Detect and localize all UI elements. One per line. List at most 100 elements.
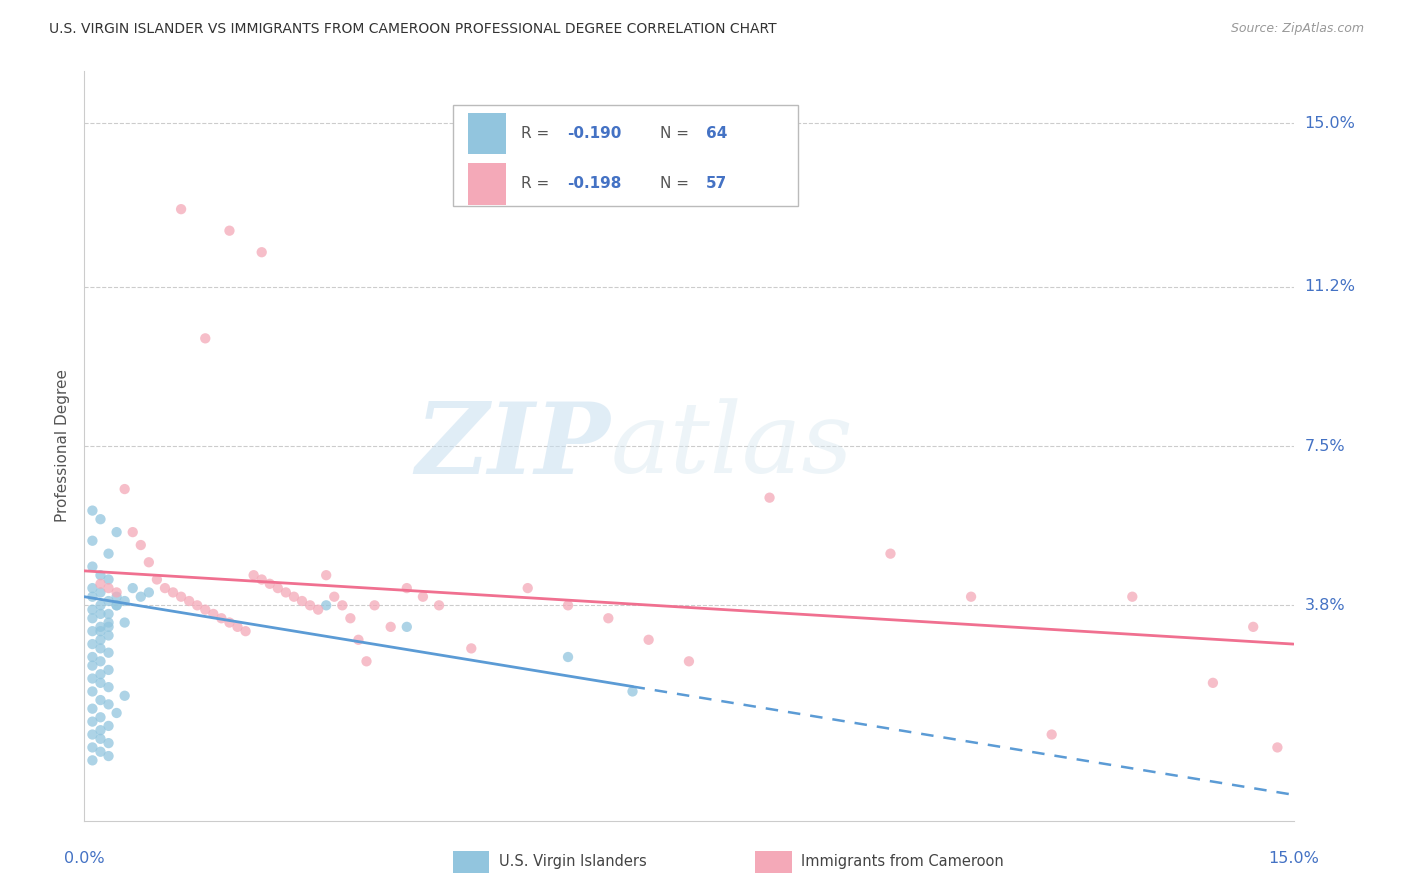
Point bbox=[82, 658, 104, 673]
Point bbox=[82, 727, 104, 741]
Point bbox=[395, 581, 418, 595]
Point bbox=[89, 624, 111, 639]
Text: atlas: atlas bbox=[610, 399, 853, 493]
Text: 11.2%: 11.2% bbox=[1305, 279, 1355, 294]
Point bbox=[82, 684, 104, 698]
Text: Immigrants from Cameroon: Immigrants from Cameroon bbox=[801, 855, 1004, 870]
Point bbox=[97, 698, 120, 712]
Point bbox=[1241, 620, 1264, 634]
Point bbox=[242, 568, 264, 582]
Point bbox=[218, 224, 240, 238]
Point bbox=[179, 594, 201, 608]
Point bbox=[380, 620, 402, 634]
Point bbox=[194, 602, 217, 616]
Text: N =: N = bbox=[659, 126, 693, 141]
Y-axis label: Professional Degree: Professional Degree bbox=[55, 369, 70, 523]
Point bbox=[89, 710, 111, 724]
Point bbox=[460, 641, 482, 656]
Text: 64: 64 bbox=[706, 126, 727, 141]
Point bbox=[82, 581, 104, 595]
Point bbox=[315, 568, 337, 582]
Text: 15.0%: 15.0% bbox=[1268, 851, 1319, 866]
Point bbox=[97, 547, 120, 561]
Point bbox=[89, 599, 111, 613]
Point bbox=[89, 585, 111, 599]
Bar bbox=[468, 163, 506, 204]
Point bbox=[105, 599, 128, 613]
Point bbox=[121, 525, 143, 540]
Point bbox=[114, 615, 136, 630]
Point bbox=[82, 740, 104, 755]
Point bbox=[105, 585, 128, 599]
Point bbox=[97, 620, 120, 634]
Point bbox=[97, 749, 120, 764]
Text: 3.8%: 3.8% bbox=[1305, 598, 1346, 613]
Point bbox=[879, 547, 901, 561]
Point bbox=[97, 719, 120, 733]
Point bbox=[89, 723, 111, 738]
Point bbox=[267, 581, 290, 595]
Point bbox=[89, 620, 111, 634]
Point bbox=[323, 590, 346, 604]
Point bbox=[97, 736, 120, 750]
Point bbox=[114, 689, 136, 703]
Point bbox=[97, 646, 120, 660]
Point bbox=[89, 641, 111, 656]
Point bbox=[283, 590, 305, 604]
Point bbox=[129, 538, 152, 552]
Point bbox=[89, 654, 111, 668]
Point bbox=[153, 581, 176, 595]
Point bbox=[427, 599, 450, 613]
Point bbox=[363, 599, 385, 613]
Text: 7.5%: 7.5% bbox=[1305, 439, 1346, 453]
Text: R =: R = bbox=[520, 126, 554, 141]
Point bbox=[516, 581, 538, 595]
Text: 15.0%: 15.0% bbox=[1305, 116, 1355, 130]
Point bbox=[97, 573, 120, 587]
Point bbox=[82, 503, 104, 517]
Text: N =: N = bbox=[659, 177, 693, 192]
Text: U.S. Virgin Islanders: U.S. Virgin Islanders bbox=[499, 855, 647, 870]
Point bbox=[89, 576, 111, 591]
Point bbox=[194, 331, 217, 345]
Point bbox=[121, 581, 143, 595]
Text: -0.198: -0.198 bbox=[567, 177, 621, 192]
Point bbox=[97, 607, 120, 621]
Point bbox=[82, 611, 104, 625]
Point bbox=[1267, 740, 1289, 755]
Text: ZIP: ZIP bbox=[415, 398, 610, 494]
FancyBboxPatch shape bbox=[453, 105, 797, 206]
Point bbox=[1040, 727, 1063, 741]
Point bbox=[82, 650, 104, 665]
Point bbox=[637, 632, 659, 647]
Point bbox=[170, 590, 193, 604]
Point bbox=[557, 599, 579, 613]
Text: 0.0%: 0.0% bbox=[65, 851, 104, 866]
Point bbox=[97, 663, 120, 677]
Point bbox=[82, 533, 104, 548]
Point bbox=[162, 585, 184, 599]
Point bbox=[250, 573, 273, 587]
Point bbox=[299, 599, 322, 613]
Point bbox=[226, 620, 249, 634]
Point bbox=[97, 581, 120, 595]
Point bbox=[274, 585, 297, 599]
Point bbox=[218, 615, 240, 630]
Point bbox=[105, 525, 128, 540]
Point bbox=[339, 611, 361, 625]
Point bbox=[89, 667, 111, 681]
Point bbox=[758, 491, 780, 505]
Point bbox=[82, 602, 104, 616]
Point bbox=[114, 482, 136, 496]
Point bbox=[557, 650, 579, 665]
Text: R =: R = bbox=[520, 177, 554, 192]
Point bbox=[259, 576, 281, 591]
Point bbox=[678, 654, 700, 668]
Point bbox=[105, 590, 128, 604]
Point bbox=[82, 753, 104, 767]
Text: Source: ZipAtlas.com: Source: ZipAtlas.com bbox=[1230, 22, 1364, 36]
Point bbox=[1121, 590, 1143, 604]
Point bbox=[89, 568, 111, 582]
Point bbox=[146, 573, 169, 587]
Point bbox=[82, 637, 104, 651]
